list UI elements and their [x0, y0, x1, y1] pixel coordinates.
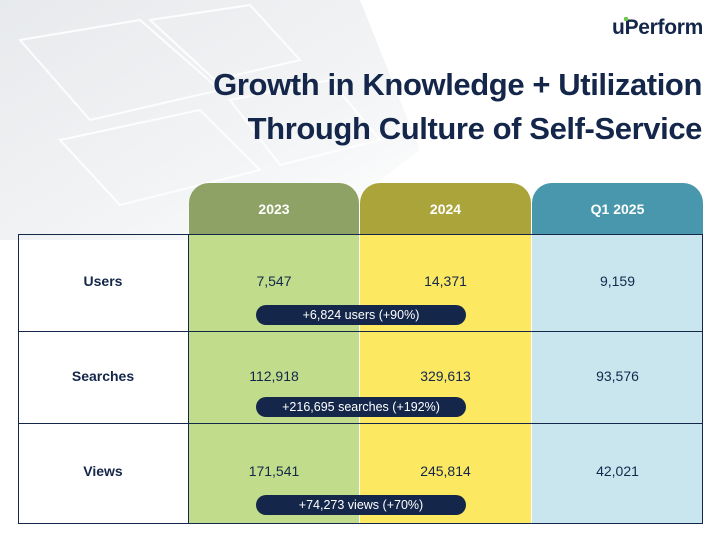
logo-dot-icon — [624, 17, 629, 21]
title-line-1: Growth in Knowledge + Utilization — [213, 67, 702, 102]
cell-users-2024: 14,371 — [424, 273, 467, 289]
title-line-2: Through Culture of Self-Service — [247, 111, 703, 146]
column-header-2024: 2024 — [360, 183, 531, 235]
cell-views-2023: 171,541 — [248, 463, 300, 479]
row-label-users: Users — [83, 273, 123, 289]
growth-badge-views: +74,273 views (+70%) — [256, 495, 466, 515]
cell-searches-q1-2025: 93,576 — [596, 368, 639, 384]
row-label-searches: Searches — [71, 368, 135, 384]
growth-badge-users: +6,824 users (+90%) — [256, 305, 466, 325]
cell-searches-2023: 112,918 — [249, 368, 299, 384]
column-header-2023: 2023 — [189, 183, 359, 235]
cell-searches-2024: 329,613 — [420, 368, 471, 384]
cell-users-2023: 7,547 — [256, 273, 292, 289]
cell-users-q1-2025: 9,159 — [599, 273, 636, 289]
column-header-q1-2025: Q1 2025 — [532, 183, 703, 235]
row-label-views: Views — [83, 463, 123, 479]
uperform-logo: uPerform — [612, 16, 703, 40]
logo-text: uPerform — [612, 16, 703, 39]
cell-views-2024: 245,814 — [420, 463, 471, 479]
page-title: Growth in Knowledge + Utilization Throug… — [213, 63, 702, 151]
cell-views-q1-2025: 42,021 — [596, 463, 639, 479]
growth-badge-searches: +216,695 searches (+192%) — [256, 397, 466, 417]
